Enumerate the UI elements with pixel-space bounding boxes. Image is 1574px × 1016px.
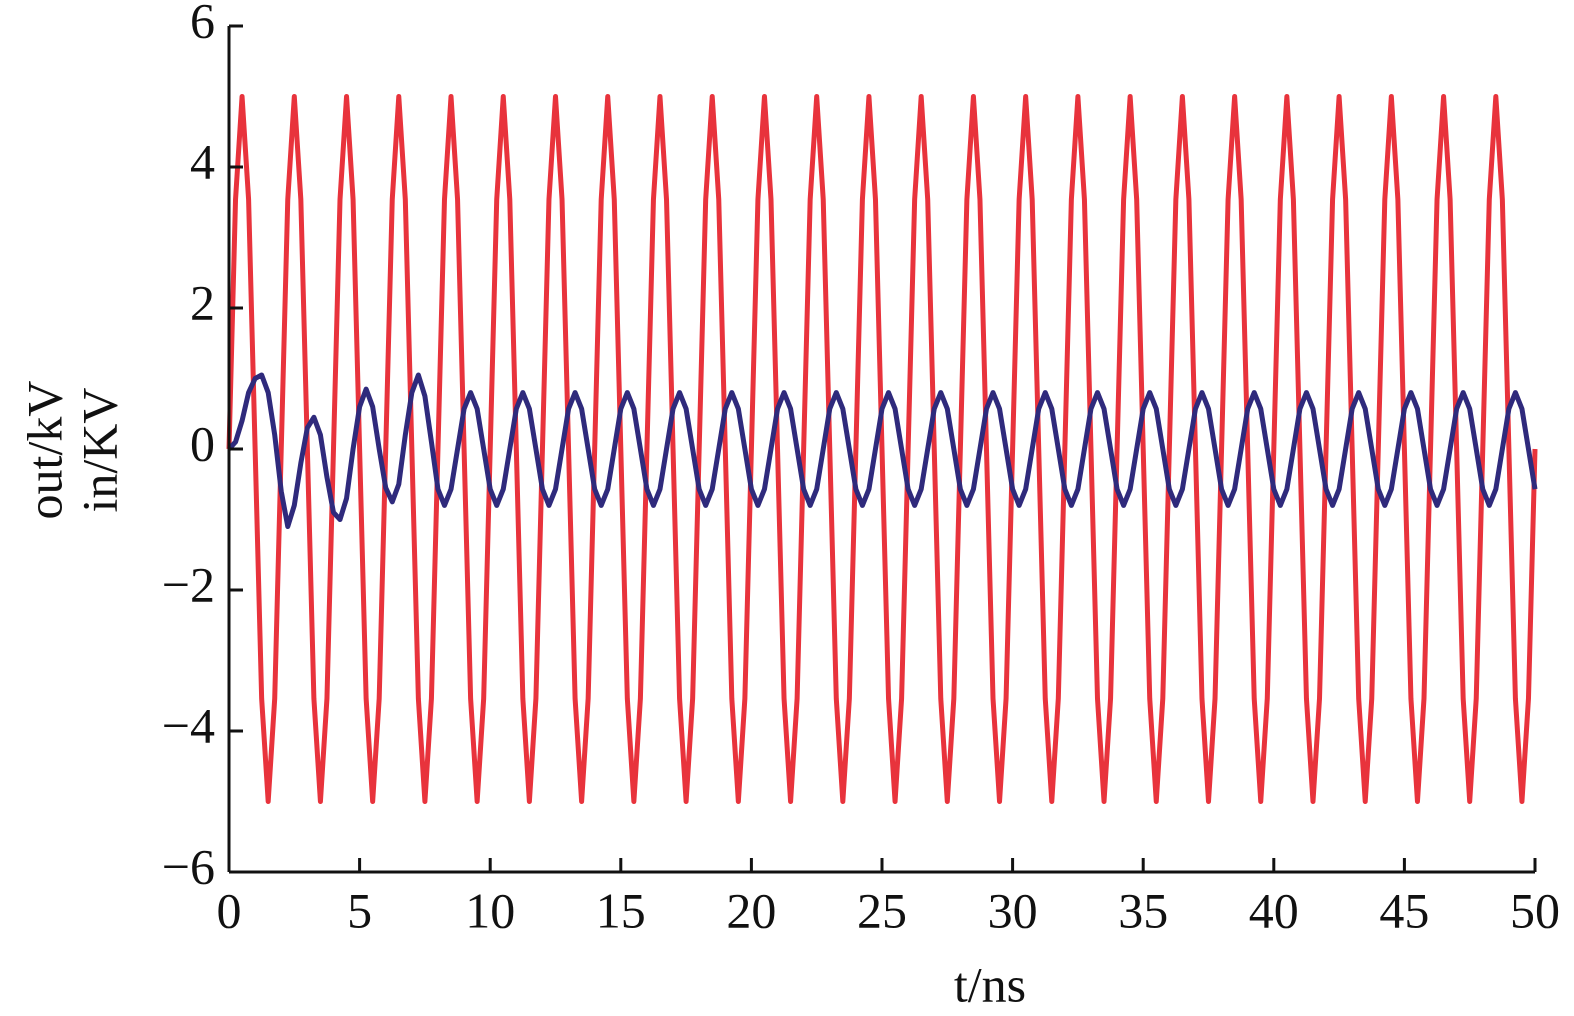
y-tick-label: −2: [162, 556, 215, 612]
x-tick-label: 10: [465, 882, 515, 938]
y-tick-label: 0: [190, 415, 215, 471]
x-tick-label: 0: [217, 882, 242, 938]
y-tick-label: 4: [190, 133, 215, 189]
x-tick-label: 5: [347, 882, 372, 938]
data-line: [226, 94, 1538, 804]
x-tick-label: 40: [1249, 882, 1299, 938]
x-tick-label: 50: [1510, 882, 1560, 938]
y-tick-label: −6: [162, 838, 215, 894]
x-tick-label: 15: [596, 882, 646, 938]
x-tick-label: 30: [988, 882, 1038, 938]
y-axis-label: out/kV: [16, 381, 72, 520]
y-axis-label-group: out/kV in/KV: [16, 381, 127, 520]
x-tick-label: 25: [857, 882, 907, 938]
x-axis-label: t/ns: [954, 956, 1026, 1012]
x-tick-label: 35: [1118, 882, 1168, 938]
y-tick-label: −4: [162, 697, 215, 753]
x-tick-label: 45: [1379, 882, 1429, 938]
y-axis-label: in/KV: [71, 388, 127, 513]
y-tick-label: 2: [190, 274, 215, 330]
x-tick-label: 20: [726, 882, 776, 938]
y-tick-label: 6: [190, 0, 215, 48]
data-line: [227, 372, 1538, 530]
